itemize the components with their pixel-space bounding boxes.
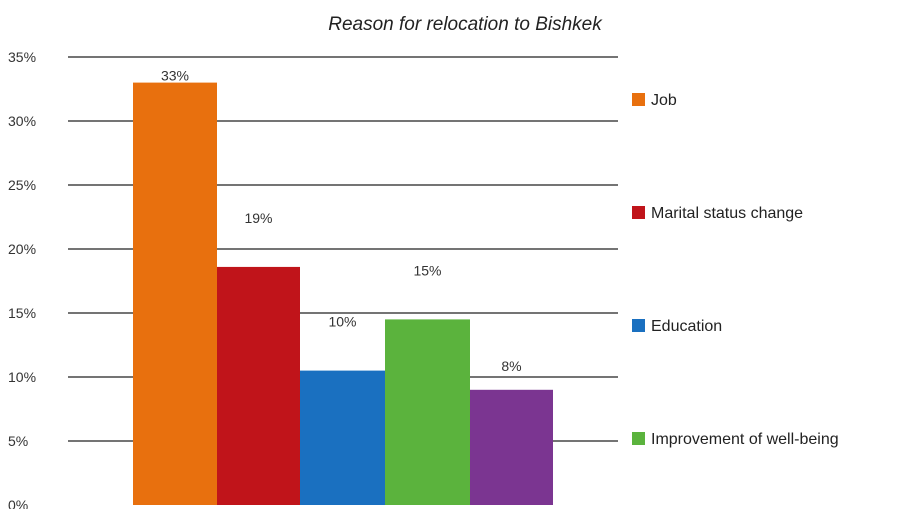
y-tick-label: 15%: [8, 305, 36, 321]
legend: Job Marital status change Education Improve…: [632, 92, 839, 448]
bars: [133, 82, 553, 505]
legend-label: Job: [651, 92, 677, 109]
y-tick-label: 0%: [8, 497, 28, 509]
legend-label: Improvement of well-being: [651, 431, 839, 448]
data-labels: 33% 19% 10% 15% 8%: [161, 68, 522, 374]
y-tick-label: 10%: [8, 369, 36, 385]
legend-label: Marital status change: [651, 205, 803, 222]
legend-swatch: [632, 319, 645, 332]
y-axis-ticks: 0% 5% 10% 15% 20% 25% 30% 35%: [8, 49, 36, 513]
y-tick-label: 20%: [8, 241, 36, 257]
data-label: 33%: [161, 68, 189, 84]
legend-label: Education: [651, 318, 722, 335]
data-label: 19%: [244, 210, 272, 226]
data-label: 15%: [413, 262, 441, 278]
chart-title: Reason for relocation to Bishkek: [328, 14, 603, 35]
bar: [385, 319, 470, 505]
data-label: 8%: [501, 358, 521, 374]
bar: [133, 82, 217, 505]
legend-swatch: [632, 206, 645, 219]
y-tick-label: 35%: [8, 49, 36, 65]
y-tick-label: 5%: [8, 433, 28, 449]
legend-swatch: [632, 432, 645, 445]
y-tick-label: 30%: [8, 113, 36, 129]
data-label: 10%: [328, 314, 356, 330]
bar: [300, 370, 385, 505]
bar: [470, 389, 553, 505]
legend-swatch: [632, 93, 645, 106]
bar: [217, 266, 300, 505]
y-tick-label: 25%: [8, 177, 36, 193]
